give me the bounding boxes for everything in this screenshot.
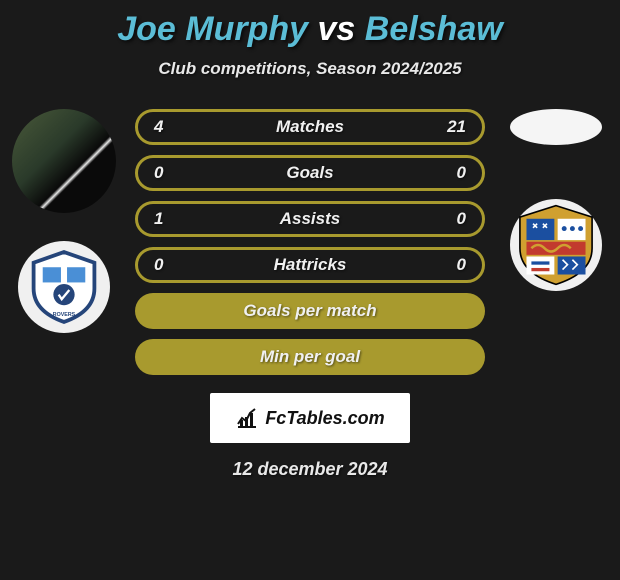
stat-label: Hattricks <box>178 255 442 275</box>
stat-label: Matches <box>178 117 442 137</box>
stat-full-row: Goals per match <box>135 293 485 329</box>
player2-photo <box>510 109 602 145</box>
stat-row: 1Assists0 <box>135 201 485 237</box>
stat-label: Goals per match <box>243 301 376 321</box>
stat-full-row: Min per goal <box>135 339 485 375</box>
chart-icon <box>235 406 259 430</box>
stat-left-value: 1 <box>154 209 178 229</box>
svg-text:ROVERS: ROVERS <box>53 312 76 318</box>
player2-club-crest <box>510 199 602 291</box>
logo-text: FcTables.com <box>265 408 384 429</box>
stat-left-value: 0 <box>154 255 178 275</box>
stat-label: Assists <box>178 209 442 229</box>
subtitle: Club competitions, Season 2024/2025 <box>0 59 620 79</box>
page-title: Joe Murphy vs Belshaw <box>0 10 620 49</box>
player1-club-crest: ROVERS <box>18 241 110 333</box>
player2-name: Belshaw <box>365 10 503 48</box>
comparison-widget: Joe Murphy vs Belshaw Club competitions,… <box>0 0 620 580</box>
date-text: 12 december 2024 <box>0 459 620 480</box>
stat-right-value: 21 <box>442 117 466 137</box>
main-row: ROVERS 4Matches210Goals01Assists00Hattri… <box>0 109 620 375</box>
right-column <box>501 109 611 291</box>
shield-icon: ROVERS <box>26 249 102 325</box>
stat-right-value: 0 <box>442 163 466 183</box>
stat-label: Goals <box>178 163 442 183</box>
stat-left-value: 0 <box>154 163 178 183</box>
stat-row: 0Hattricks0 <box>135 247 485 283</box>
player1-photo <box>12 109 116 213</box>
stat-row: 0Goals0 <box>135 155 485 191</box>
stat-right-value: 0 <box>442 255 466 275</box>
stats-column: 4Matches210Goals01Assists00Hattricks0Goa… <box>135 109 485 375</box>
left-column: ROVERS <box>9 109 119 333</box>
vs-text: vs <box>318 10 356 48</box>
fctables-logo: FcTables.com <box>210 393 410 443</box>
shield-icon <box>515 204 597 286</box>
stat-left-value: 4 <box>154 117 178 137</box>
player1-name: Joe Murphy <box>117 10 308 48</box>
stat-right-value: 0 <box>442 209 466 229</box>
stat-label: Min per goal <box>260 347 360 367</box>
stat-row: 4Matches21 <box>135 109 485 145</box>
